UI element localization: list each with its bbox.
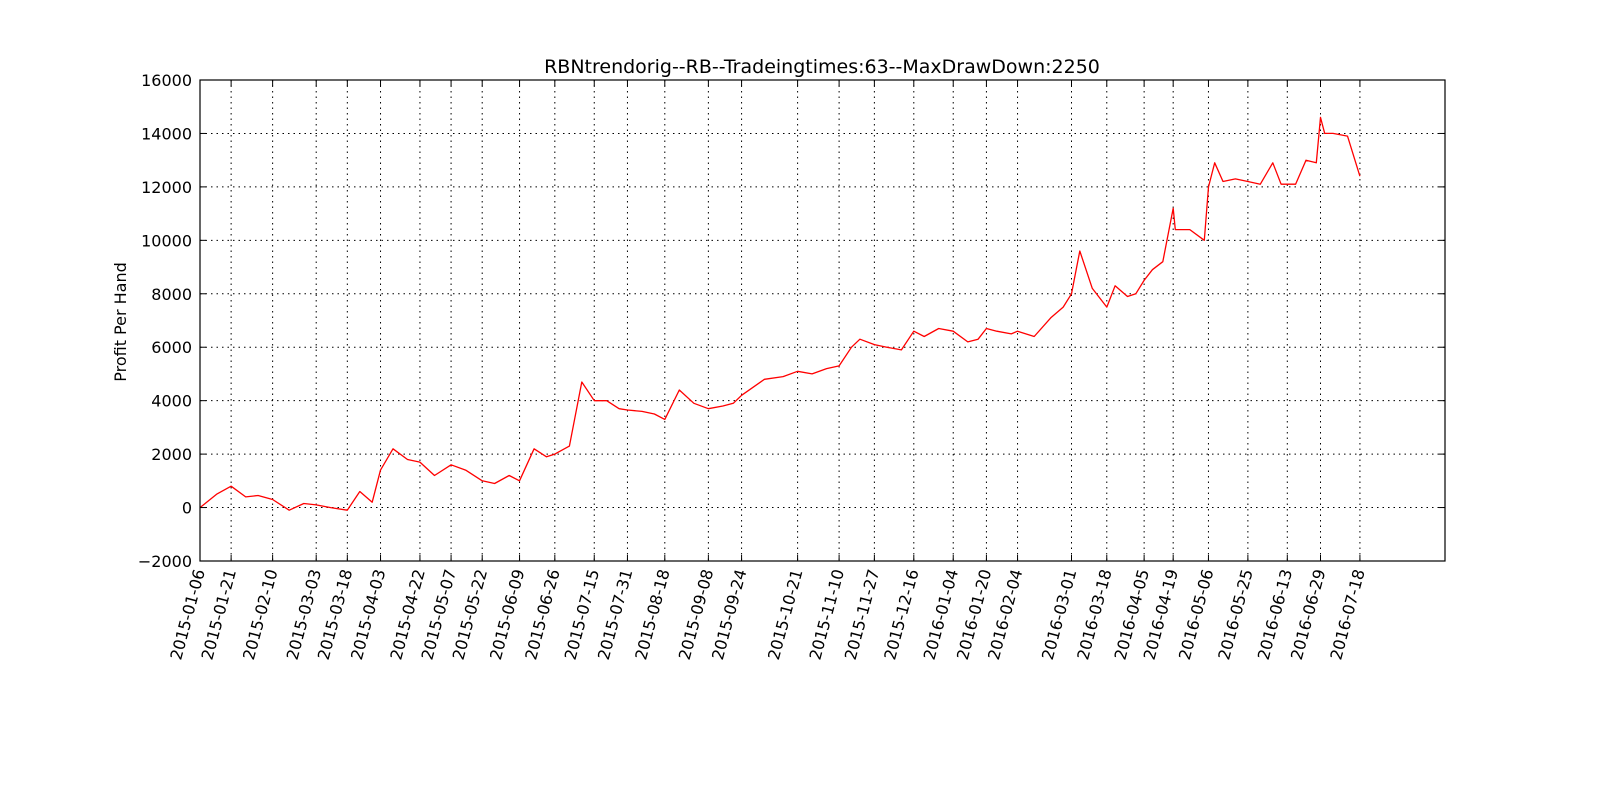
grid [200, 80, 1445, 561]
y-tick-label: 14000 [141, 124, 192, 143]
x-tick-label: 2015-12-16 [880, 567, 922, 662]
x-tick-label: 2016-05-25 [1214, 567, 1256, 662]
y-tick-label: 16000 [141, 71, 192, 90]
plot-frame [199, 79, 1446, 562]
x-tick-label: 2016-03-18 [1073, 567, 1115, 662]
x-tick-label: 2015-10-21 [764, 567, 806, 662]
y-tick-label: 10000 [141, 231, 192, 250]
axis-ticks: −2000 0 2000 4000 6000 8000 10000 12000 14000 160… [138, 71, 1445, 662]
y-tick-label: 12000 [141, 178, 192, 197]
x-tick-label: 2015-08-18 [631, 567, 673, 662]
y-tick-label: 8000 [151, 285, 192, 304]
y-tick-label: −2000 [138, 552, 192, 571]
x-tick-label: 2015-11-10 [806, 567, 848, 662]
y-tick-label: 0 [182, 499, 192, 518]
y-tick-label: 6000 [151, 338, 192, 357]
profit-series-line [199, 116, 1361, 511]
x-tick-label: 2016-03-01 [1038, 567, 1080, 662]
y-tick-label: 2000 [151, 445, 192, 464]
x-tick-label: 2015-06-09 [486, 567, 528, 662]
x-tick-label: 2016-05-06 [1175, 567, 1217, 662]
x-tick-label: 2015-11-27 [841, 567, 883, 662]
chart-title: RBNtrendorig--RB--Tradeingtimes:63--MaxD… [544, 56, 1100, 78]
x-tick-label: 2015-06-26 [521, 567, 563, 662]
x-tick-label: 2016-07-18 [1326, 567, 1368, 662]
x-tick-label: 2015-02-10 [239, 567, 281, 662]
y-tick-label: 4000 [151, 392, 192, 411]
y-axis-label: Profit Per Hand [111, 262, 130, 382]
